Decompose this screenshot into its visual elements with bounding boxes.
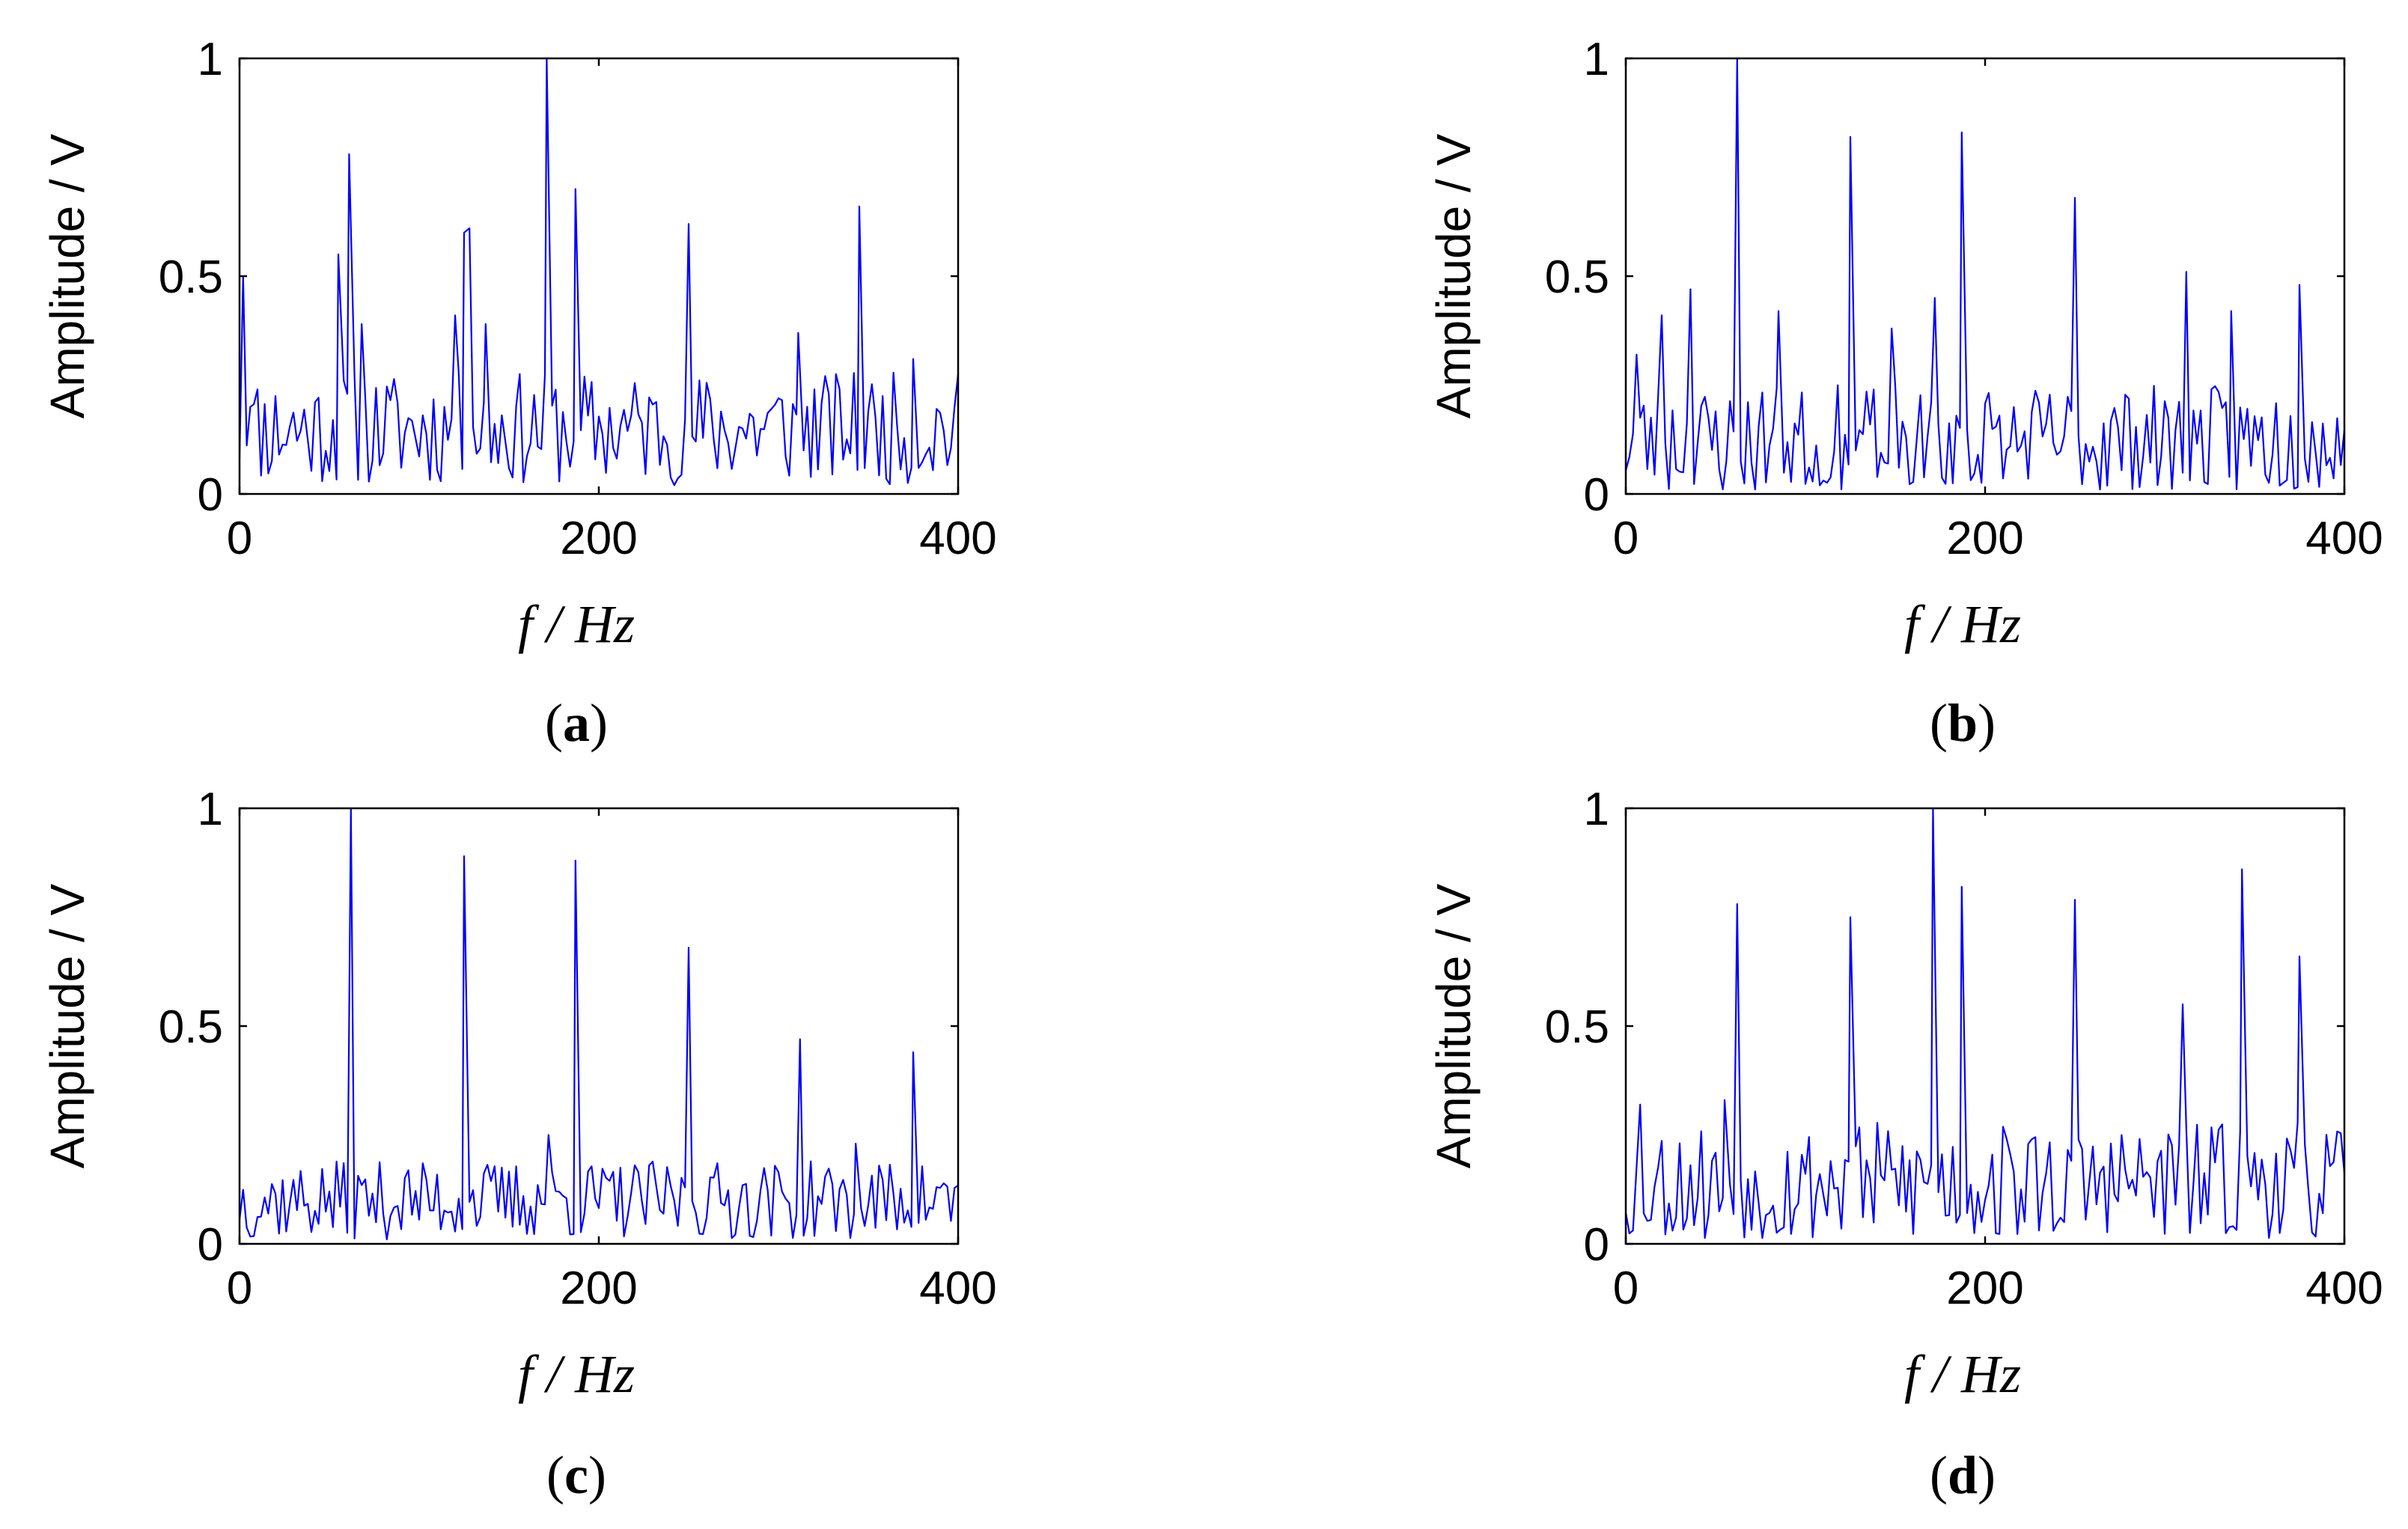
y-tick-label-a-2: 1 <box>198 34 223 85</box>
x-tick-label-d-0: 0 <box>1613 1263 1639 1314</box>
caption-letter-a: a <box>563 693 590 753</box>
panel-caption-d: (d) <box>1930 1445 1996 1505</box>
x-tick-label-c-1: 200 <box>560 1263 637 1314</box>
caption-open-d: ( <box>1930 1445 1948 1505</box>
x-tick-label-a-0: 0 <box>227 513 252 564</box>
x-tick-label-b-0: 0 <box>1613 513 1639 564</box>
caption-letter-c: c <box>564 1445 588 1505</box>
x-tick-label-a-2: 400 <box>919 513 996 564</box>
caption-open-b: ( <box>1930 693 1948 753</box>
y-tick-label-c-2: 1 <box>198 784 223 835</box>
series-line-b <box>1624 57 2346 491</box>
x-tick-label-b-2: 400 <box>2305 513 2383 564</box>
series-line-c <box>238 807 959 1241</box>
y-axis-label-b: Amplitude / V <box>1427 133 1481 418</box>
caption-close-b: ) <box>1978 693 1996 753</box>
chart-panel-c: 0 200 400 0 0.5 1 Amplitude / V f / Hz (c) <box>40 784 997 1505</box>
y-tick-label-b-1: 0.5 <box>1545 251 1609 303</box>
y-axis-label-a: Amplitude / V <box>40 133 94 418</box>
panel-caption-c: (c) <box>546 1445 606 1505</box>
y-tick-label-c-0: 0 <box>198 1219 223 1271</box>
y-tick-label-d-0: 0 <box>1584 1219 1609 1271</box>
panel-caption-a: (a) <box>545 693 608 753</box>
y-tick-label-c-1: 0.5 <box>159 1001 223 1053</box>
caption-close-c: ) <box>588 1445 606 1505</box>
series-line-a <box>238 57 960 486</box>
x-tick-label-a-1: 200 <box>560 513 637 564</box>
caption-letter-d: d <box>1948 1445 1978 1505</box>
caption-close-a: ) <box>590 693 608 753</box>
x-axis-label-a: f / Hz <box>518 594 635 654</box>
x-tick-label-d-1: 200 <box>1946 1263 2023 1314</box>
x-tick-label-c-0: 0 <box>227 1263 252 1314</box>
x-tick-label-b-1: 200 <box>1946 513 2023 564</box>
x-axis-label-d: f / Hz <box>1904 1344 2021 1404</box>
y-axis-label-c: Amplitude / V <box>40 883 94 1168</box>
x-axis-label-c: f / Hz <box>518 1344 635 1404</box>
y-tick-label-d-1: 0.5 <box>1545 1001 1609 1053</box>
y-axis-label-d: Amplitude / V <box>1427 883 1481 1168</box>
x-tick-label-d-2: 400 <box>2305 1263 2383 1314</box>
series-line-d <box>1624 807 2346 1239</box>
caption-close-d: ) <box>1978 1445 1996 1505</box>
chart-panel-b: 0 200 400 0 0.5 1 Amplitude / V f / Hz (b) <box>1427 34 2383 753</box>
caption-letter-b: b <box>1948 693 1978 753</box>
chart-panel-a: 0 200 400 0 0.5 1 Amplitude / V f / Hz (a) <box>40 34 997 753</box>
caption-open-a: ( <box>545 693 563 753</box>
y-tick-label-d-2: 1 <box>1584 784 1609 835</box>
x-axis-label-b: f / Hz <box>1904 594 2021 654</box>
y-tick-label-a-1: 0.5 <box>159 251 223 303</box>
caption-open-c: ( <box>546 1445 564 1505</box>
panel-caption-b: (b) <box>1930 693 1996 753</box>
y-tick-label-b-2: 1 <box>1584 34 1609 85</box>
y-tick-label-b-0: 0 <box>1584 469 1609 521</box>
chart-panel-d: 0 200 400 0 0.5 1 Amplitude / V f / Hz (d) <box>1427 784 2383 1505</box>
y-tick-label-a-0: 0 <box>198 469 223 521</box>
x-tick-label-c-2: 400 <box>919 1263 996 1314</box>
